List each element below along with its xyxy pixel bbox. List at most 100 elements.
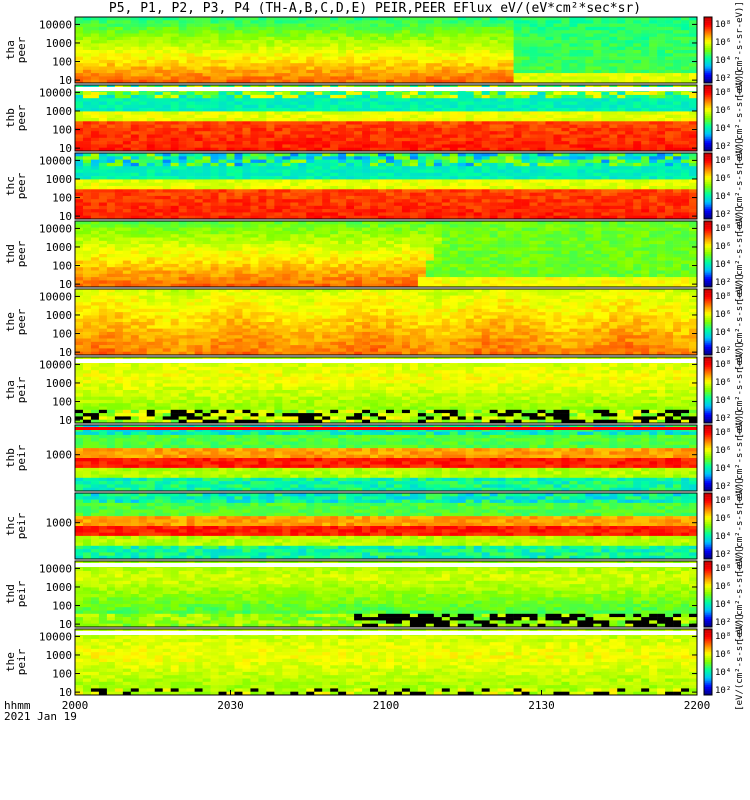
heatmap-cell bbox=[290, 30, 299, 34]
heatmap-cell bbox=[513, 137, 522, 142]
heatmap-cell bbox=[338, 179, 347, 183]
heatmap-cell bbox=[617, 176, 626, 180]
heatmap-cell bbox=[593, 94, 602, 99]
colorbar-cell bbox=[704, 21, 712, 24]
heatmap-cell bbox=[473, 137, 482, 142]
heatmap-cell bbox=[298, 166, 307, 170]
heatmap-cell bbox=[521, 50, 530, 54]
heatmap-cell bbox=[441, 30, 451, 34]
heatmap-cell bbox=[346, 30, 355, 34]
heatmap-cell bbox=[681, 169, 690, 174]
heatmap-cell bbox=[218, 124, 227, 129]
heatmap-cell bbox=[473, 98, 482, 102]
heatmap-cell bbox=[681, 26, 690, 31]
heatmap-cell bbox=[226, 23, 235, 28]
heatmap-cell bbox=[497, 134, 506, 139]
heatmap-cell bbox=[425, 17, 435, 21]
heatmap-cell bbox=[625, 189, 634, 193]
heatmap-cell bbox=[314, 56, 323, 61]
heatmap-cell bbox=[505, 40, 514, 44]
heatmap-cell bbox=[146, 212, 156, 216]
heatmap-cell bbox=[122, 91, 132, 96]
heatmap-cell bbox=[505, 121, 514, 125]
heatmap-cell bbox=[561, 23, 570, 28]
heatmap-cell bbox=[386, 121, 395, 125]
heatmap-cell bbox=[609, 114, 618, 119]
heatmap-cell bbox=[226, 212, 235, 216]
heatmap-cell bbox=[218, 36, 227, 41]
heatmap-cell bbox=[641, 17, 650, 21]
heatmap-cell bbox=[298, 56, 307, 61]
heatmap-cell bbox=[401, 36, 411, 41]
heatmap-cell bbox=[130, 101, 140, 106]
heatmap-cell bbox=[274, 114, 283, 119]
heatmap-cell bbox=[649, 212, 658, 216]
heatmap-cell bbox=[106, 79, 116, 84]
heatmap-cell bbox=[537, 172, 546, 177]
heatmap-cell bbox=[202, 192, 211, 197]
heatmap-cell bbox=[194, 46, 203, 51]
heatmap-cell bbox=[154, 85, 164, 89]
heatmap-cell bbox=[673, 202, 682, 207]
heatmap-cell bbox=[386, 156, 395, 160]
heatmap-cell bbox=[593, 20, 602, 24]
heatmap-cell bbox=[210, 212, 219, 216]
heatmap-cell bbox=[673, 176, 682, 180]
heatmap-cell bbox=[585, 114, 594, 119]
heatmap-cell bbox=[425, 98, 435, 102]
heatmap-cell bbox=[673, 33, 682, 38]
heatmap-cell bbox=[449, 144, 459, 148]
colorbar-cell bbox=[704, 103, 712, 106]
heatmap-cell bbox=[569, 186, 578, 190]
heatmap-cell bbox=[130, 224, 140, 228]
heatmap-cell bbox=[601, 91, 610, 96]
heatmap-cell bbox=[497, 26, 506, 31]
heatmap-cell bbox=[90, 141, 100, 145]
heatmap-cell bbox=[266, 33, 275, 38]
heatmap-cell bbox=[393, 205, 403, 210]
heatmap-cell bbox=[537, 85, 546, 89]
heatmap-cell bbox=[98, 280, 108, 284]
heatmap-cell bbox=[274, 98, 283, 102]
heatmap-cell bbox=[417, 63, 427, 67]
heatmap-cell bbox=[585, 59, 594, 64]
heatmap-cell bbox=[465, 40, 475, 44]
heatmap-cell bbox=[282, 26, 291, 31]
heatmap-cell bbox=[409, 215, 419, 220]
heatmap-cell bbox=[354, 69, 363, 74]
heatmap-cell bbox=[449, 179, 459, 183]
heatmap-cell bbox=[186, 179, 195, 183]
heatmap-cell bbox=[75, 153, 84, 157]
heatmap-cell bbox=[114, 267, 124, 271]
heatmap-cell bbox=[393, 17, 403, 21]
heatmap-cell bbox=[274, 189, 283, 193]
heatmap-cell bbox=[186, 85, 195, 89]
heatmap-cell bbox=[425, 26, 435, 31]
heatmap-cell bbox=[154, 50, 164, 54]
heatmap-cell bbox=[441, 94, 451, 99]
heatmap-cell bbox=[497, 127, 506, 132]
heatmap-cell bbox=[378, 166, 387, 170]
heatmap-cell bbox=[425, 202, 435, 207]
heatmap-cell bbox=[386, 76, 395, 80]
heatmap-cell bbox=[98, 111, 108, 115]
heatmap-cell bbox=[473, 30, 482, 34]
heatmap-cell bbox=[370, 56, 379, 61]
heatmap-cell bbox=[585, 36, 594, 41]
heatmap-cell bbox=[90, 108, 100, 112]
heatmap-cell bbox=[649, 169, 658, 174]
heatmap-cell bbox=[401, 159, 411, 164]
heatmap-cell bbox=[673, 199, 682, 203]
heatmap-cell bbox=[465, 36, 475, 41]
heatmap-cell bbox=[481, 147, 490, 152]
heatmap-cell bbox=[489, 114, 498, 119]
heatmap-cell bbox=[194, 209, 203, 213]
heatmap-cell bbox=[537, 26, 546, 31]
heatmap-cell bbox=[545, 153, 554, 157]
heatmap-cell bbox=[473, 195, 482, 200]
heatmap-cell bbox=[473, 63, 482, 67]
heatmap-cell bbox=[609, 79, 618, 84]
heatmap-cell bbox=[585, 94, 594, 99]
heatmap-cell bbox=[258, 186, 267, 190]
heatmap-cell bbox=[489, 195, 498, 200]
